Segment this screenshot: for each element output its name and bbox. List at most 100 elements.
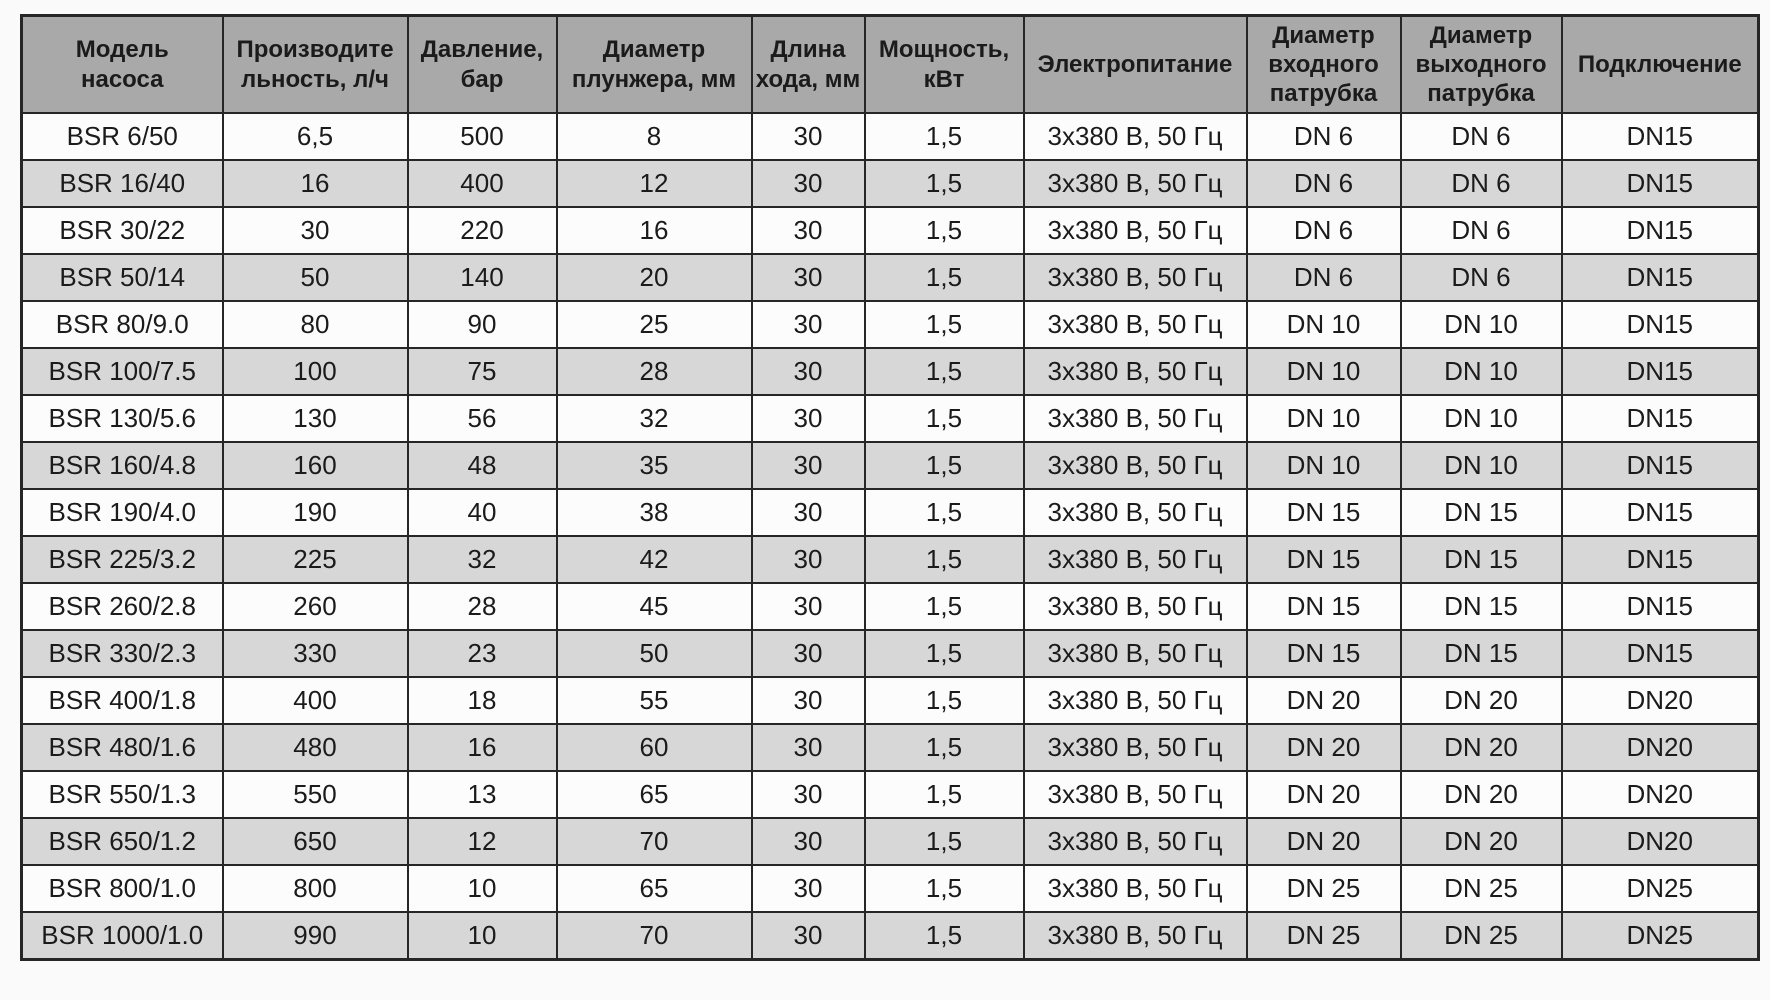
cell-plunger-diameter-mm: 65 [555, 864, 753, 913]
cell-power-supply: 3x380 В, 50 Гц [1022, 112, 1248, 161]
cell-connection: DN20 [1560, 676, 1760, 725]
cell-inlet-port-diameter: DN 6 [1245, 159, 1402, 208]
cell-plunger-diameter-mm: 70 [555, 911, 753, 961]
table-row: BSR 400/1.8 400 18 55 30 1,5 3x380 В, 50 Гц DN … [20, 676, 1760, 725]
cell-stroke-length-mm: 30 [750, 347, 866, 396]
cell-power-kw: 1,5 [863, 911, 1025, 961]
cell-outlet-port-diameter: DN 10 [1399, 347, 1563, 396]
cell-outlet-port-diameter: DN 6 [1399, 253, 1563, 302]
cell-stroke-length-mm: 30 [750, 394, 866, 443]
cell-outlet-port-diameter: DN 25 [1399, 864, 1563, 913]
cell-pressure-bar: 400 [406, 159, 558, 208]
cell-power-kw: 1,5 [863, 817, 1025, 866]
cell-plunger-diameter-mm: 65 [555, 770, 753, 819]
cell-power-supply: 3x380 В, 50 Гц [1022, 629, 1248, 678]
cell-plunger-diameter-mm: 8 [555, 112, 753, 161]
cell-stroke-length-mm: 30 [750, 206, 866, 255]
column-header-power-supply: Электропитание [1022, 14, 1248, 114]
cell-outlet-port-diameter: DN 20 [1399, 817, 1563, 866]
cell-inlet-port-diameter: DN 6 [1245, 253, 1402, 302]
cell-connection: DN20 [1560, 723, 1760, 772]
cell-model: BSR 190/4.0 [20, 488, 224, 537]
cell-stroke-length-mm: 30 [750, 911, 866, 961]
cell-power-kw: 1,5 [863, 347, 1025, 396]
cell-model: BSR 330/2.3 [20, 629, 224, 678]
cell-inlet-port-diameter: DN 25 [1245, 864, 1402, 913]
cell-capacity-lh: 190 [221, 488, 409, 537]
cell-capacity-lh: 260 [221, 582, 409, 631]
cell-outlet-port-diameter: DN 20 [1399, 723, 1563, 772]
cell-outlet-port-diameter: DN 20 [1399, 770, 1563, 819]
cell-capacity-lh: 30 [221, 206, 409, 255]
cell-power-kw: 1,5 [863, 770, 1025, 819]
cell-model: BSR 30/22 [20, 206, 224, 255]
cell-connection: DN15 [1560, 206, 1760, 255]
cell-plunger-diameter-mm: 55 [555, 676, 753, 725]
cell-pressure-bar: 140 [406, 253, 558, 302]
cell-power-supply: 3x380 В, 50 Гц [1022, 300, 1248, 349]
cell-pressure-bar: 12 [406, 817, 558, 866]
cell-outlet-port-diameter: DN 10 [1399, 441, 1563, 490]
cell-stroke-length-mm: 30 [750, 535, 866, 584]
cell-connection: DN15 [1560, 629, 1760, 678]
cell-model: BSR 50/14 [20, 253, 224, 302]
cell-connection: DN15 [1560, 535, 1760, 584]
cell-inlet-port-diameter: DN 15 [1245, 629, 1402, 678]
cell-model: BSR 80/9.0 [20, 300, 224, 349]
table-row: BSR 190/4.0 190 40 38 30 1,5 3x380 В, 50 Гц DN … [20, 488, 1760, 537]
cell-power-kw: 1,5 [863, 394, 1025, 443]
table-row: BSR 130/5.6 130 56 32 30 1,5 3x380 В, 50 Гц DN … [20, 394, 1760, 443]
cell-plunger-diameter-mm: 70 [555, 817, 753, 866]
cell-plunger-diameter-mm: 12 [555, 159, 753, 208]
cell-plunger-diameter-mm: 16 [555, 206, 753, 255]
cell-pressure-bar: 220 [406, 206, 558, 255]
cell-model: BSR 130/5.6 [20, 394, 224, 443]
cell-power-kw: 1,5 [863, 441, 1025, 490]
cell-pressure-bar: 10 [406, 911, 558, 961]
cell-power-supply: 3x380 В, 50 Гц [1022, 817, 1248, 866]
cell-power-supply: 3x380 В, 50 Гц [1022, 347, 1248, 396]
cell-connection: DN25 [1560, 864, 1760, 913]
cell-outlet-port-diameter: DN 10 [1399, 394, 1563, 443]
cell-outlet-port-diameter: DN 15 [1399, 582, 1563, 631]
cell-capacity-lh: 100 [221, 347, 409, 396]
cell-stroke-length-mm: 30 [750, 723, 866, 772]
cell-power-supply: 3x380 В, 50 Гц [1022, 770, 1248, 819]
cell-stroke-length-mm: 30 [750, 441, 866, 490]
cell-capacity-lh: 550 [221, 770, 409, 819]
cell-stroke-length-mm: 30 [750, 112, 866, 161]
cell-power-supply: 3x380 В, 50 Гц [1022, 206, 1248, 255]
cell-pressure-bar: 32 [406, 535, 558, 584]
cell-connection: DN20 [1560, 817, 1760, 866]
cell-inlet-port-diameter: DN 20 [1245, 770, 1402, 819]
cell-power-kw: 1,5 [863, 629, 1025, 678]
cell-connection: DN15 [1560, 300, 1760, 349]
cell-power-supply: 3x380 В, 50 Гц [1022, 582, 1248, 631]
cell-capacity-lh: 650 [221, 817, 409, 866]
cell-capacity-lh: 160 [221, 441, 409, 490]
cell-capacity-lh: 225 [221, 535, 409, 584]
table-row: BSR 1000/1.0 990 10 70 30 1,5 3x380 В, 50 Гц DN… [20, 911, 1760, 961]
cell-power-supply: 3x380 В, 50 Гц [1022, 535, 1248, 584]
table-row: BSR 330/2.3 330 23 50 30 1,5 3x380 В, 50 Гц DN … [20, 629, 1760, 678]
cell-power-supply: 3x380 В, 50 Гц [1022, 723, 1248, 772]
cell-inlet-port-diameter: DN 6 [1245, 112, 1402, 161]
cell-pressure-bar: 40 [406, 488, 558, 537]
cell-connection: DN15 [1560, 441, 1760, 490]
cell-power-kw: 1,5 [863, 488, 1025, 537]
table-row: BSR 160/4.8 160 48 35 30 1,5 3x380 В, 50 Гц DN … [20, 441, 1760, 490]
cell-power-kw: 1,5 [863, 112, 1025, 161]
cell-power-kw: 1,5 [863, 723, 1025, 772]
cell-pressure-bar: 10 [406, 864, 558, 913]
cell-power-kw: 1,5 [863, 582, 1025, 631]
cell-outlet-port-diameter: DN 6 [1399, 159, 1563, 208]
cell-pressure-bar: 28 [406, 582, 558, 631]
cell-power-supply: 3x380 В, 50 Гц [1022, 394, 1248, 443]
cell-pressure-bar: 23 [406, 629, 558, 678]
header-row: Модель насоса Производите льность, л/ч Д… [20, 14, 1760, 114]
table-row: BSR 225/3.2 225 32 42 30 1,5 3x380 В, 50 Гц DN … [20, 535, 1760, 584]
cell-power-supply: 3x380 В, 50 Гц [1022, 159, 1248, 208]
table-header: Модель насоса Производите льность, л/ч Д… [20, 14, 1760, 114]
cell-power-kw: 1,5 [863, 159, 1025, 208]
